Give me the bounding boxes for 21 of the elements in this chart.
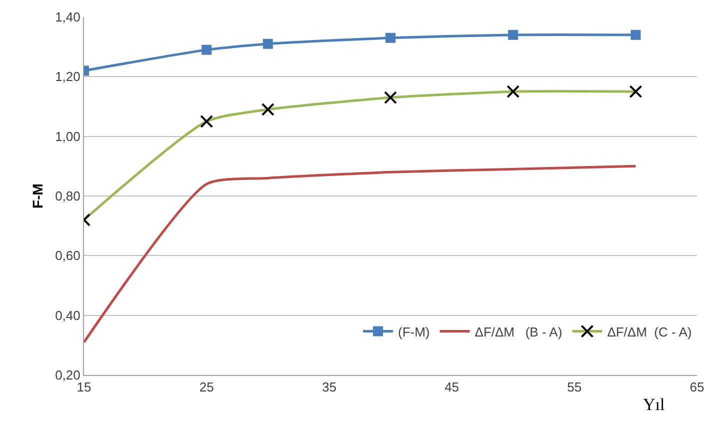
y-tick-label: 1,00 xyxy=(55,128,80,144)
point xyxy=(386,32,396,43)
x-tick-label: 55 xyxy=(567,380,582,395)
y-tick-label: 0,60 xyxy=(55,248,80,264)
y-tick-label: 0,40 xyxy=(55,308,80,323)
y-tick-label: 0,80 xyxy=(55,188,80,204)
x-axis-title: Yıl xyxy=(643,395,665,414)
y-axis-title: F-M xyxy=(30,184,46,208)
legend-label: ΔF/ΔM (C - A) xyxy=(607,324,692,340)
point xyxy=(202,44,212,55)
point xyxy=(508,30,518,40)
legend-label: ΔF/ΔM (B - A) xyxy=(474,324,562,340)
y-tick-label: 1,40 xyxy=(55,10,80,25)
x-tick-label: 35 xyxy=(322,380,336,395)
x-tick-label: 25 xyxy=(199,380,214,395)
point xyxy=(262,38,273,49)
y-tick-label: 1,20 xyxy=(55,69,80,84)
legend-label: (F-M) xyxy=(398,324,430,340)
x-tick-label: 45 xyxy=(444,380,460,395)
point xyxy=(630,30,641,40)
x-tick-label: 65 xyxy=(690,380,704,395)
